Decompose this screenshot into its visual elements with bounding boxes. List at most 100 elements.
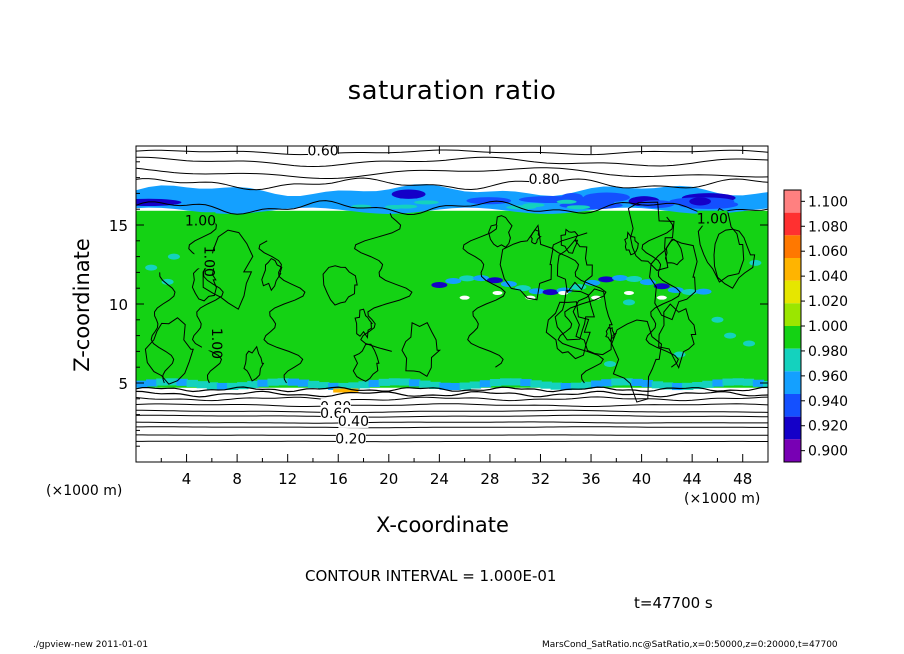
lower-band — [510, 378, 522, 386]
mid-white-patch — [656, 295, 667, 300]
contour-label: 0.80 — [529, 172, 560, 188]
lower-band — [530, 380, 542, 388]
mid-white-patch — [459, 295, 470, 300]
colorbar-label: 0.960 — [808, 369, 848, 385]
lower-band — [398, 378, 411, 386]
cyan-patch — [711, 316, 724, 323]
lower-band — [146, 379, 158, 387]
lower-band — [702, 380, 714, 388]
contour-0.20-lower — [136, 440, 768, 443]
mid-streak — [612, 274, 629, 281]
contour-label: 0.40 — [338, 414, 369, 430]
contour-1.00-closed — [354, 308, 374, 339]
x-tick-label: 48 — [733, 470, 752, 488]
contour-label: 0.20 — [335, 431, 366, 447]
cyan-patch — [743, 340, 756, 347]
contour-1.00-closed — [624, 231, 639, 256]
contour-0.80-lower — [136, 403, 768, 407]
lower-band — [358, 381, 370, 389]
x-tick-label: 32 — [531, 470, 550, 488]
lower-band — [469, 381, 482, 389]
contour-1.00-closed — [697, 207, 745, 283]
contour-1.00-closed — [664, 238, 684, 266]
lower-band — [661, 382, 674, 390]
lower-band — [439, 382, 451, 390]
footer-right: MarsCond_SatRatio.nc@SatRatio,x=0:50000,… — [542, 640, 838, 650]
lower-band — [722, 378, 734, 386]
lower-band — [247, 380, 259, 389]
cyan-patch — [749, 259, 762, 266]
contour-label-bg — [338, 412, 369, 428]
lower-band — [338, 382, 350, 391]
cyan-patch — [604, 361, 616, 368]
x-tick-label: 44 — [683, 470, 702, 488]
contour-1.00-closed — [556, 239, 593, 294]
contour-label-bg — [201, 335, 232, 351]
lower-band — [550, 382, 562, 390]
chart-title: saturation ratio — [347, 76, 557, 106]
lower-band — [601, 379, 613, 387]
y-axis-ticks: 5 10 15 — [109, 161, 768, 447]
contour-1.00-closed — [401, 322, 442, 378]
contour-1.00-closed — [261, 257, 283, 292]
colorbar-label: 0.980 — [808, 344, 848, 360]
colorbar-swatch — [784, 258, 801, 281]
lower-band — [591, 380, 603, 388]
lower-band — [712, 379, 724, 387]
band-cyan — [566, 205, 591, 210]
blue-band — [136, 184, 768, 214]
colorbar-label: 1.040 — [808, 269, 848, 285]
colorbar-swatch — [784, 326, 801, 349]
contour-1.00-closed — [572, 288, 613, 356]
colorbar-swatch — [784, 348, 801, 372]
contour-1.00-closed — [649, 238, 698, 321]
warm-patch — [333, 388, 359, 393]
lower-band — [580, 381, 593, 389]
x-tick-label: 28 — [480, 470, 499, 488]
x-unit-label-left: (×1000 m) — [46, 483, 123, 499]
band-streak — [689, 197, 711, 206]
contour-1.00-wiggle — [462, 224, 506, 368]
lower-band — [762, 381, 768, 389]
colorbar-label: 1.000 — [808, 319, 848, 335]
mid-streak — [626, 275, 643, 282]
contour-1.00-wiggle — [150, 272, 176, 384]
colorbar-label: 0.900 — [808, 444, 848, 460]
lower-band — [479, 380, 492, 388]
contour-label-bg — [194, 253, 225, 269]
lower-band — [176, 378, 188, 386]
colorbar-swatch — [784, 280, 801, 304]
contour-0.50-lower — [136, 421, 768, 424]
contour-interval-text: CONTOUR INTERVAL = 1.000E-01 — [305, 567, 557, 585]
lower-band — [631, 378, 643, 386]
contour-1.00-closed — [611, 319, 663, 403]
band-cyan — [556, 199, 577, 204]
contour-1.00-lower — [136, 386, 768, 393]
band-cyan — [522, 203, 545, 208]
mid-streak — [542, 289, 559, 296]
lower-band — [570, 382, 583, 390]
mid-streak — [528, 288, 545, 295]
contour-0.70-lower — [136, 409, 768, 414]
lower-band — [560, 382, 573, 391]
lower-band — [348, 382, 360, 390]
contour-1.00-closed — [554, 289, 595, 341]
contour-1.00-upper — [136, 200, 768, 216]
colorbar-label: 1.100 — [808, 194, 848, 210]
x-axis-label: X-coordinate — [376, 513, 509, 537]
cyan-patch — [161, 278, 174, 285]
contour-label: 1.00 — [697, 212, 728, 228]
contour-1.00-closed — [658, 303, 697, 370]
mid-streak — [431, 282, 448, 289]
mid-streak — [695, 288, 712, 295]
band-streak — [583, 192, 630, 203]
contour-1.00-closed — [488, 215, 513, 248]
mid-streak — [598, 276, 615, 283]
contour-1.00-closed — [713, 228, 756, 289]
contour-1.00-closed — [202, 229, 254, 310]
contour-1.00-wiggle — [188, 213, 224, 384]
lower-band — [429, 381, 441, 389]
mid-streak — [486, 277, 503, 284]
lower-band — [671, 382, 684, 391]
lower-band — [378, 378, 391, 386]
